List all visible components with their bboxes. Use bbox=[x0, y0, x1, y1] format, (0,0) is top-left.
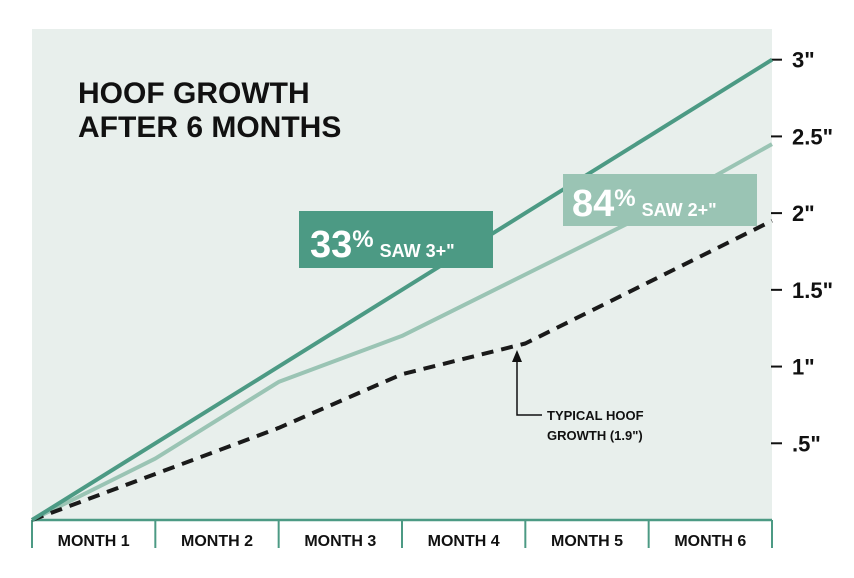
y-tick-label: 3" bbox=[792, 48, 815, 73]
x-category-label: MONTH 1 bbox=[58, 533, 130, 550]
typical-growth-annotation: TYPICAL HOOF GROWTH (1.9") bbox=[512, 350, 644, 443]
x-category-label: MONTH 3 bbox=[304, 533, 376, 550]
badge-33-percent: 33% SAW 3+" bbox=[299, 211, 493, 268]
badge-mid-percent: % bbox=[614, 185, 635, 212]
svg-text:84%SAW 2+": 84% SAW 2+" bbox=[572, 183, 717, 225]
y-tick-label: 1.5" bbox=[792, 278, 833, 303]
y-tick-label: .5" bbox=[792, 431, 821, 456]
y-tick-label: 2" bbox=[792, 201, 815, 226]
chart-title-line-2: AFTER 6 MONTHS bbox=[78, 111, 341, 144]
annotation-line-1: TYPICAL HOOF bbox=[547, 408, 644, 423]
badge-top-text: SAW 3+" bbox=[380, 241, 455, 261]
x-category-label: MONTH 5 bbox=[551, 533, 623, 550]
badge-84-percent: 84% SAW 2+" bbox=[563, 174, 757, 226]
y-tick-label: 1" bbox=[792, 355, 815, 380]
series-line-3 bbox=[31, 219, 773, 522]
badge-mid-text: SAW 2+" bbox=[642, 200, 717, 220]
annotation-leader-line bbox=[516, 362, 542, 416]
plot-area bbox=[32, 29, 772, 520]
x-axis: MONTH 1 MONTH 2 MONTH 3 MONTH 4 MONTH 5 MONTH… bbox=[31, 518, 773, 550]
badge-top-number: 33 bbox=[310, 224, 352, 266]
x-category-label: MONTH 6 bbox=[674, 533, 746, 550]
x-category-label: MONTH 4 bbox=[428, 533, 500, 550]
y-tick-label: 2.5" bbox=[792, 124, 833, 149]
chart-title-line-1: HOOF GROWTH bbox=[78, 77, 310, 110]
series-line-1 bbox=[30, 58, 774, 522]
annotation-line-2: GROWTH (1.9") bbox=[547, 428, 643, 443]
annotation-arrowhead bbox=[512, 350, 522, 362]
svg-text:33%SAW 3+": 33% SAW 3+" bbox=[310, 224, 455, 266]
badge-top-percent: % bbox=[352, 226, 373, 253]
x-category-label: MONTH 2 bbox=[181, 533, 253, 550]
badge-mid-number: 84 bbox=[572, 183, 614, 225]
y-axis: .5" 1" 1.5" 2" 2.5" 3" bbox=[771, 48, 833, 456]
